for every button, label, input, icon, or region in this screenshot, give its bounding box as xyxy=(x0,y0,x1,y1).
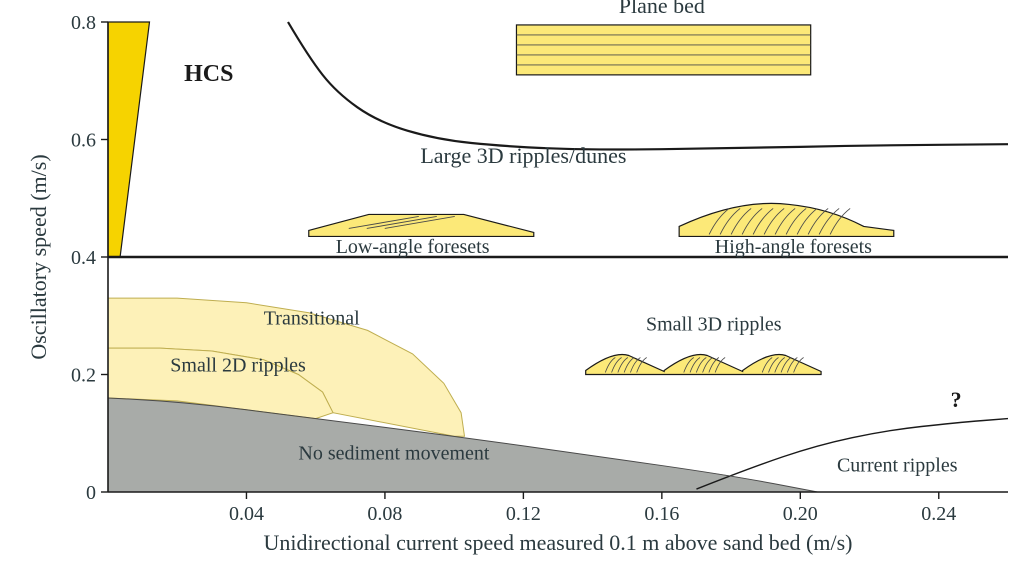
y-tick-label: 0.6 xyxy=(71,130,96,152)
x-tick-label: 0.16 xyxy=(644,503,679,525)
label-small_2d: Small 2D ripples xyxy=(170,355,306,377)
label-no_movement: No sediment movement xyxy=(298,443,490,465)
y-tick-label: 0 xyxy=(86,482,96,504)
x-tick-label: 0.24 xyxy=(921,503,956,525)
label-current_ripples: Current ripples xyxy=(837,454,958,476)
label-low_angle: Low-angle foresets xyxy=(336,236,490,258)
x-tick-label: 0.08 xyxy=(367,503,402,525)
x-tick-label: 0.20 xyxy=(783,503,818,525)
x-tick-label: 0.12 xyxy=(506,503,541,525)
y-tick-label: 0.8 xyxy=(71,12,96,34)
label-plane_bed: Plane bed xyxy=(619,0,705,18)
label-hcs: HCS xyxy=(184,61,233,87)
x-tick-label: 0.04 xyxy=(229,503,264,525)
x-axis-label: Unidirectional current speed measured 0.… xyxy=(264,530,853,555)
y-axis-label: Oscillatory speed (m/s) xyxy=(26,154,51,359)
label-small_3d: Small 3D ripples xyxy=(646,313,782,335)
y-tick-label: 0.2 xyxy=(71,365,96,387)
illus-plane-bed xyxy=(516,25,810,75)
label-question: ? xyxy=(951,387,962,412)
label-transitional: Transitional xyxy=(264,308,360,330)
y-tick-label: 0.4 xyxy=(71,247,96,269)
label-high_angle: High-angle foresets xyxy=(715,236,872,258)
label-large_3d: Large 3D ripples/dunes xyxy=(420,143,626,168)
